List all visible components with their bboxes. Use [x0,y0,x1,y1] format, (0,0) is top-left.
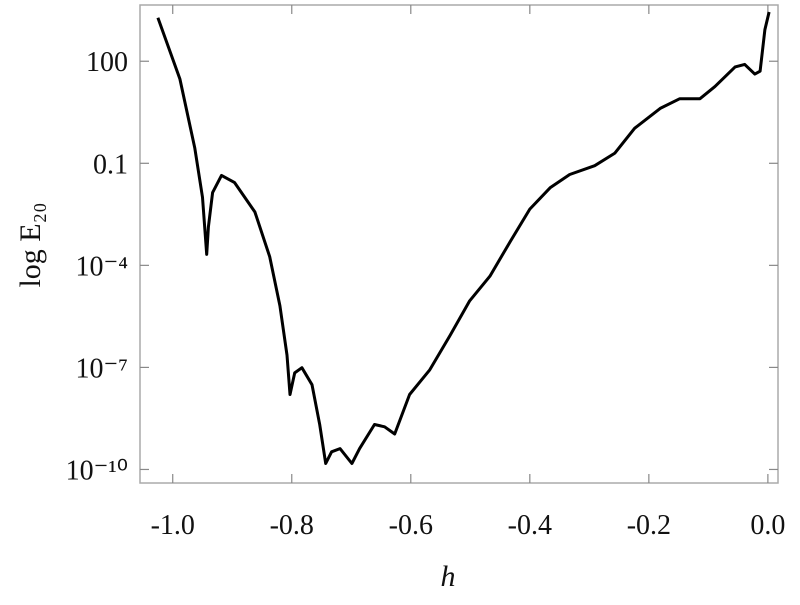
plot-frame [139,4,779,484]
y-tick-label: 10⁻¹⁰ [66,455,128,486]
x-axis-label: h [441,560,456,593]
y-tick-label: 100 [86,47,128,78]
y-tick-label: 10⁻⁷ [75,353,128,384]
x-tick-label: -0.2 [627,510,671,541]
data-line [156,11,771,465]
y-axis-label: log E₂₀ [14,202,47,287]
y-tick-label: 10⁻⁴ [75,251,128,282]
x-tick-label: 0.0 [750,510,785,541]
y-tick-label: 0.1 [93,149,128,180]
x-tick-label: -0.8 [270,510,314,541]
x-tick-label: -0.6 [389,510,433,541]
x-tick-label: -0.4 [508,510,552,541]
x-tick-label: -1.0 [151,510,195,541]
